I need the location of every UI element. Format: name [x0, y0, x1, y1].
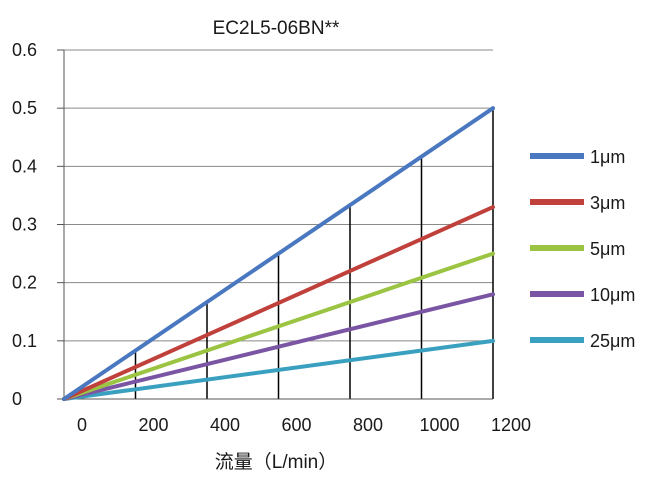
x-tick-label: 200 [138, 415, 168, 435]
y-tick-label: 0.5 [12, 98, 37, 118]
y-tick-label: 0.1 [12, 331, 37, 351]
series-lines [62, 106, 495, 401]
y-tick-label: 0.3 [12, 215, 37, 235]
axes [63, 50, 493, 400]
y-tick-label: 0.2 [12, 273, 37, 293]
y-tick-label: 0.4 [12, 156, 37, 176]
x-tick-label: 1200 [491, 415, 531, 435]
x-tick-label: 400 [210, 415, 240, 435]
x-tick-label: 600 [281, 415, 311, 435]
series-line-1m [62, 106, 495, 401]
legend-label: 1μm [590, 147, 625, 167]
series-line-25m [62, 338, 495, 401]
legend: 1μm 3μm 5μm 10μm 25μm [530, 147, 635, 351]
x-tick-labels: 0 200 400 600 800 1000 1200 [77, 415, 531, 435]
series-line-10m [62, 292, 495, 401]
series-line-5m [62, 251, 495, 401]
legend-label: 3μm [590, 193, 625, 213]
chart-title: EC2L5-06BN** [213, 18, 340, 39]
legend-label: 10μm [590, 285, 635, 305]
x-tick-label: 0 [77, 415, 87, 435]
y-tick-labels: 0 0.1 0.2 0.3 0.4 0.5 0.6 [12, 40, 37, 409]
x-tick-label: 1000 [419, 415, 459, 435]
x-tick-label: 800 [353, 415, 383, 435]
legend-label: 25μm [590, 331, 635, 351]
y-tick-label: 0 [12, 389, 22, 409]
y-tick-label: 0.6 [12, 40, 37, 60]
series-line-3m [62, 205, 495, 401]
x-axis-label: 流量（L/min） [215, 451, 337, 473]
legend-label: 5μm [590, 239, 625, 259]
